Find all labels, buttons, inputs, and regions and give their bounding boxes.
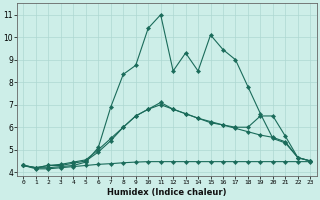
X-axis label: Humidex (Indice chaleur): Humidex (Indice chaleur) bbox=[107, 188, 227, 197]
